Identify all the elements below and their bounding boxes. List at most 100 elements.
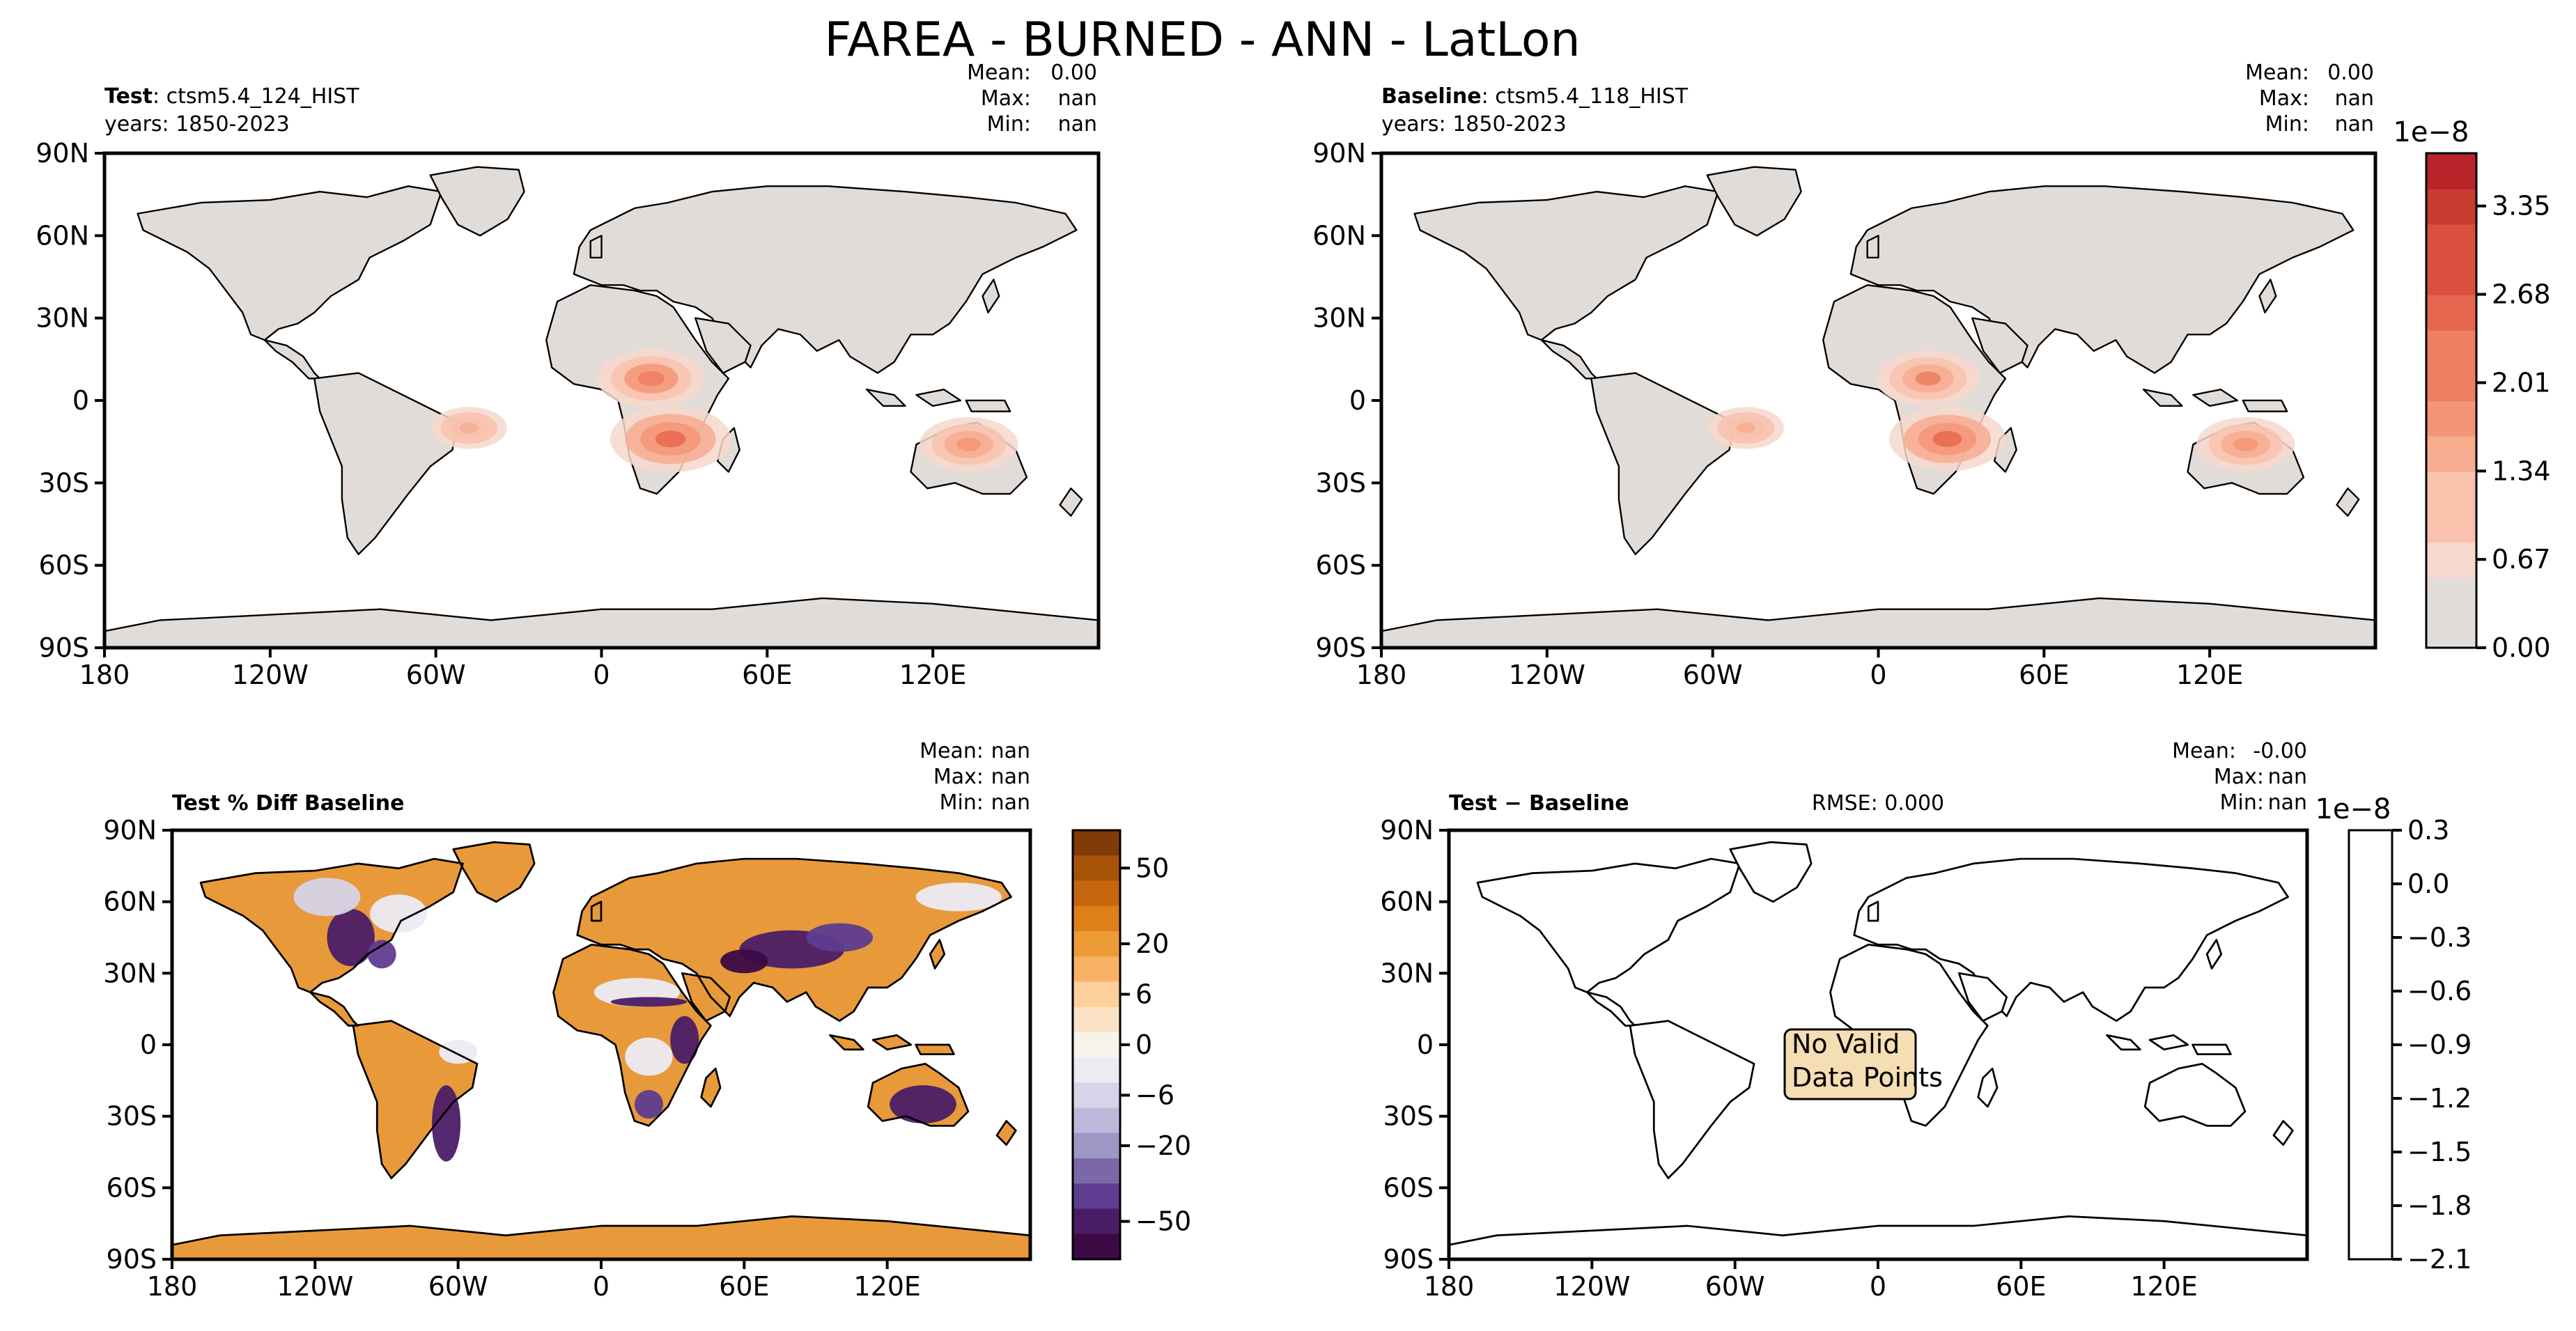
x-tick-label: 0 <box>593 660 610 690</box>
colorbar-segment <box>2426 541 2476 578</box>
colorbar-segment <box>1073 905 1120 932</box>
pct-diff-patch <box>439 1040 478 1064</box>
test-label: Test: ctsm5.4_124_HIST <box>104 84 359 109</box>
colorbar-segment <box>1073 1208 1120 1235</box>
y-tick-label: 0 <box>1417 1029 1434 1060</box>
colorbar-segment <box>1073 1183 1120 1210</box>
colorbar-segment <box>1073 830 1120 857</box>
y-tick-label: 90N <box>1312 138 1366 169</box>
colorbar-segment <box>2426 400 2476 437</box>
colorbar-tick-label: 20 <box>1135 928 1169 959</box>
test-map <box>104 153 1099 648</box>
x-tick-label: 120W <box>232 660 309 690</box>
pctdiff-patches <box>293 878 1002 1162</box>
colorbar-segment <box>1073 1032 1120 1059</box>
y-tick-label: 30N <box>36 303 89 334</box>
svg-text:nan: nan <box>1058 112 1097 137</box>
pct-diff-patch <box>915 882 1002 912</box>
diff-stats: Mean: -0.00 Max: nan Min: nan <box>2172 739 2307 815</box>
baseline-colorbar: 3.35 2.68 2.01 1.34 0.67 0.00 <box>2425 152 2551 663</box>
x-tick-label: 180 <box>1424 1271 1475 1302</box>
y-tick-label: 0 <box>72 385 89 416</box>
colorbar-segment <box>1073 1233 1120 1260</box>
x-tick-label: 60W <box>1683 660 1743 690</box>
colorbar-tick-label: 0.67 <box>2492 544 2551 575</box>
colorbar-tick-label: −50 <box>1135 1206 1191 1237</box>
y-tick-label: 90S <box>1383 1244 1434 1275</box>
svg-text:-0.00: -0.00 <box>2253 739 2307 763</box>
colorbar-tick-label: 0.00 <box>2492 632 2551 663</box>
figure-title: FAREA - BURNED - ANN - LatLon <box>824 13 1580 68</box>
colorbar-tick-label: −20 <box>1135 1130 1191 1161</box>
y-tick-label: 30S <box>1316 467 1366 498</box>
colorbar-tick-label: −0.3 <box>2407 922 2472 953</box>
y-tick-label: 60N <box>103 887 157 917</box>
y-tick-label: 30S <box>39 467 89 498</box>
svg-text:Mean:: Mean: <box>967 61 1031 85</box>
x-tick-label: 60E <box>742 660 792 690</box>
svg-text:Data Points: Data Points <box>1792 1062 1943 1093</box>
colorbar-tick-label: 1.34 <box>2492 456 2551 486</box>
y-tick-label: 30N <box>103 958 157 988</box>
x-tick-label: 120E <box>2130 1271 2198 1302</box>
colorbar-segment <box>2426 188 2476 225</box>
y-tick-label: 60S <box>107 1172 157 1203</box>
svg-text:Min:: Min: <box>940 791 984 815</box>
colorbar-segment <box>1073 880 1120 907</box>
x-tick-label: 60W <box>428 1271 488 1302</box>
test-years: years: 1850-2023 <box>104 112 290 137</box>
burned-area-patch <box>459 422 479 433</box>
pctdiff-map <box>172 830 1030 1259</box>
svg-text:nan: nan <box>2268 765 2307 789</box>
colorbar-segment <box>2426 577 2476 614</box>
colorbar-tick-label: 0.0 <box>2407 869 2449 899</box>
y-tick-label: 60N <box>1312 220 1366 251</box>
colorbar-tick-label: −0.9 <box>2407 1029 2472 1060</box>
colorbar-tick-label: −1.2 <box>2407 1083 2472 1114</box>
y-tick-label: 60S <box>1383 1172 1434 1203</box>
burned-area-patch <box>956 437 981 451</box>
y-tick-label: 30S <box>107 1101 157 1132</box>
colorbar-body <box>2348 829 2393 1261</box>
x-tick-label: 0 <box>1870 660 1886 690</box>
svg-text:Max:: Max: <box>2259 86 2309 111</box>
pct-diff-patch <box>432 1085 461 1162</box>
colorbar-segment <box>1073 1132 1120 1160</box>
x-tick-label: 120W <box>1553 1271 1630 1302</box>
colorbar-tick-label: 2.68 <box>2492 279 2551 310</box>
colorbar-segment <box>1073 981 1120 1008</box>
svg-text:nan: nan <box>991 739 1030 763</box>
pctdiff-axes: 180 120W 60W 0 60E 120E 90N 60N 30N 0 30S 60S 90S <box>103 815 921 1302</box>
pct-diff-patch <box>806 923 874 952</box>
colorbar-tick-label: 2.01 <box>2492 367 2551 398</box>
pct-diff-patch <box>720 949 768 974</box>
pct-diff-patch <box>670 1015 699 1064</box>
y-tick-label: 30N <box>1312 303 1366 334</box>
y-tick-label: 30N <box>1380 958 1434 988</box>
test-stats: Mean: 0.00 Max: nan Min: nan <box>967 61 1097 137</box>
y-tick-label: 60N <box>1380 887 1434 917</box>
pct-diff-patch <box>293 878 361 917</box>
x-tick-label: 180 <box>1356 660 1407 690</box>
burned-area-patch <box>1915 371 1941 386</box>
baseline-hotspots <box>1707 350 2295 472</box>
y-tick-label: 90N <box>36 138 89 169</box>
diff-colorbar-exponent: 1e−8 <box>2315 793 2391 825</box>
x-tick-label: 120E <box>899 660 967 690</box>
svg-text:Mean:: Mean: <box>2245 61 2309 85</box>
baseline-stats: Mean: 0.00 Max: nan Min: nan <box>2245 61 2374 137</box>
x-tick-label: 0 <box>593 1271 610 1302</box>
colorbar-segment <box>1073 956 1120 983</box>
svg-text:nan: nan <box>2268 791 2307 815</box>
x-tick-label: 120E <box>853 1271 921 1302</box>
svg-text:Max:: Max: <box>933 765 984 789</box>
pctdiff-label: Test % Diff Baseline <box>172 791 405 816</box>
x-tick-label: 120E <box>2176 660 2244 690</box>
pct-diff-patch <box>367 940 396 969</box>
diff-label: Test − Baseline <box>1449 791 1629 816</box>
x-tick-label: 120W <box>1509 660 1585 690</box>
pctdiff-stats: Mean: nan Max: nan Min: nan <box>920 739 1030 815</box>
colorbar-tick-label: −2.1 <box>2407 1244 2472 1275</box>
colorbar-segment <box>1073 1057 1120 1084</box>
x-tick-label: 60W <box>406 660 466 690</box>
